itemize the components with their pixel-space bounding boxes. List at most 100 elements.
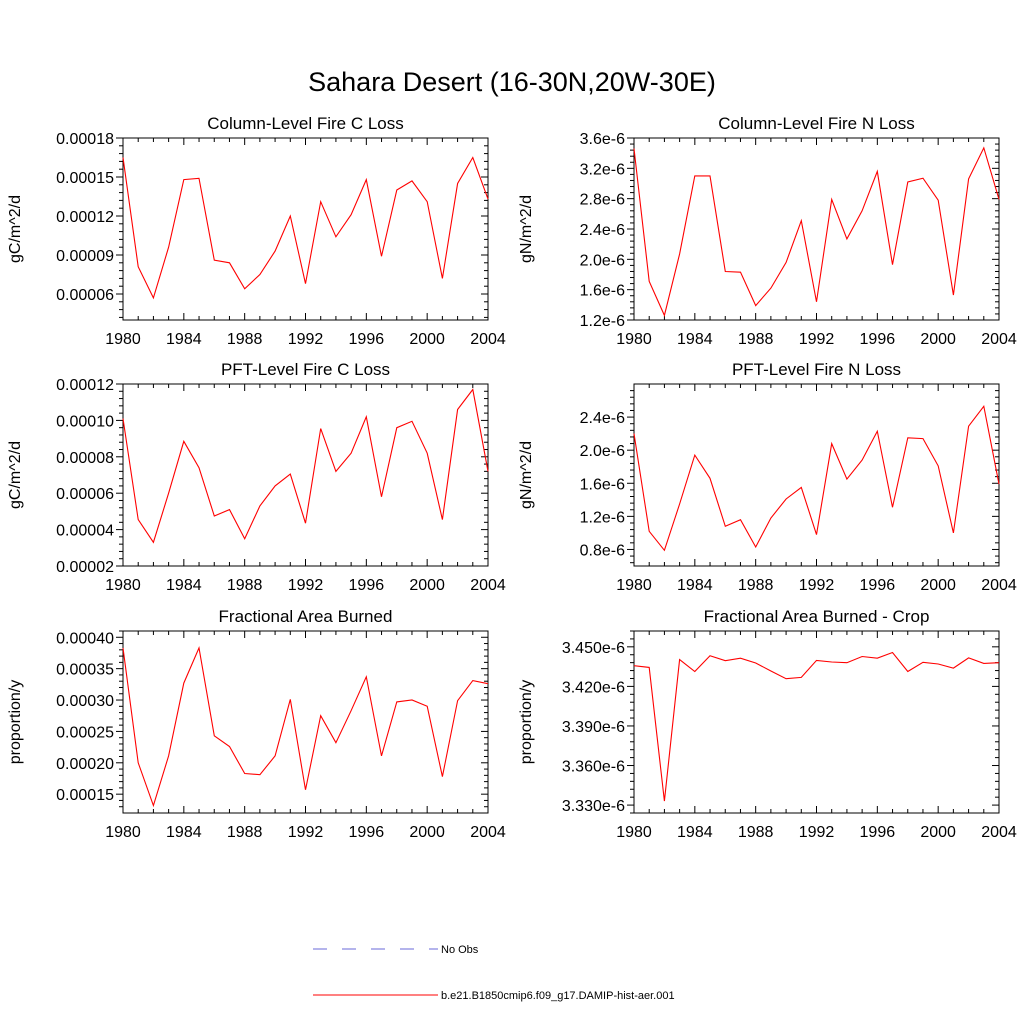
y-tick-label: 3.330e-6 <box>562 798 625 815</box>
x-tick-label: 1992 <box>288 331 324 348</box>
y-axis-label: gC/m^2/d <box>7 441 24 509</box>
y-tick-label: 0.00012 <box>56 209 114 226</box>
x-tick-label: 1992 <box>288 577 324 594</box>
chart-panel-6: 1980 1984 1988 1992 1996 2000 2004 3.330e-6 3.36… <box>518 607 1017 841</box>
x-tick-label: 1984 <box>677 577 713 594</box>
panel-title: PFT-Level Fire C Loss <box>221 360 390 379</box>
x-tick-label: 2000 <box>920 824 956 841</box>
y-tick-label: 1.2e-6 <box>580 313 625 330</box>
y-tick-label: 0.00030 <box>56 693 114 710</box>
x-tick-label: 2000 <box>409 331 445 348</box>
series-line <box>633 651 1000 802</box>
x-tick-label: 2000 <box>920 331 956 348</box>
y-tick-label: 0.00020 <box>56 756 114 773</box>
chart-panel-3: 1980 1984 1988 1992 1996 2000 2004 0.00002 0.000… <box>7 360 506 594</box>
y-axis-label: gC/m^2/d <box>7 195 24 263</box>
x-tick-label: 2004 <box>981 577 1017 594</box>
y-tick-label: 0.00004 <box>56 523 114 540</box>
y-tick-label: 3.390e-6 <box>562 719 625 736</box>
chart-panel-1: 1980 1984 1988 1992 1996 2000 2004 0.00006 0.000… <box>7 114 506 348</box>
y-tick-label: 2.0e-6 <box>580 443 625 460</box>
x-tick-label: 1980 <box>616 577 652 594</box>
chart-panels: 1980 1984 1988 1992 1996 2000 2004 0.00006 0.000… <box>7 114 1017 841</box>
x-tick-label: 1988 <box>738 577 774 594</box>
series-line <box>122 645 489 808</box>
y-tick-label: 0.00035 <box>56 662 114 679</box>
y-tick-label: 0.00006 <box>56 486 114 503</box>
legend-label-model-run: b.e21.B1850cmip6.f09_g17.DAMIP-hist-aer.… <box>441 990 675 1002</box>
x-tick-label: 1980 <box>105 577 141 594</box>
x-tick-label: 1996 <box>349 824 385 841</box>
plot-frame <box>633 630 1000 814</box>
y-tick-label: 3.2e-6 <box>580 161 625 178</box>
x-tick-label: 1984 <box>166 577 202 594</box>
y-tick-label: 0.00012 <box>56 377 114 394</box>
y-tick-label: 3.420e-6 <box>562 679 625 696</box>
x-tick-label: 2004 <box>981 824 1017 841</box>
chart-panel-4: 1980 1984 1988 1992 1996 2000 2004 0.8e-6 1.2e-6… <box>518 360 1017 594</box>
chart-panel-2: 1980 1984 1988 1992 1996 2000 2004 1.2e-6 1.6e-6… <box>518 114 1017 348</box>
panel-title: Column-Level Fire N Loss <box>718 114 915 133</box>
panel-title: PFT-Level Fire N Loss <box>732 360 901 379</box>
y-tick-label: 2.4e-6 <box>580 410 625 427</box>
y-tick-label: 2.0e-6 <box>580 252 625 269</box>
x-tick-label: 1996 <box>860 824 896 841</box>
x-tick-label: 1996 <box>860 331 896 348</box>
panel-title: Column-Level Fire C Loss <box>207 114 404 133</box>
x-tick-label: 1996 <box>860 577 896 594</box>
y-tick-label: 0.00002 <box>56 559 114 576</box>
legend: No Obs b.e21.B1850cmip6.f09_g17.DAMIP-hi… <box>313 944 675 1002</box>
plot-frame <box>122 630 489 814</box>
y-tick-label: 0.00018 <box>56 131 114 148</box>
x-tick-label: 1984 <box>166 331 202 348</box>
y-tick-label: 3.360e-6 <box>562 759 625 776</box>
y-tick-label: 2.4e-6 <box>580 222 625 239</box>
legend-label-no-obs: No Obs <box>441 944 479 956</box>
chart-panel-5: 1980 1984 1988 1992 1996 2000 2004 0.00015 0.000… <box>7 607 506 841</box>
y-tick-label: 0.00006 <box>56 287 114 304</box>
x-tick-label: 1992 <box>799 824 835 841</box>
y-tick-label: 1.6e-6 <box>580 476 625 493</box>
y-axis-label: proportion/y <box>7 680 24 765</box>
y-tick-label: 0.00015 <box>56 787 114 804</box>
plot-frame <box>633 137 1000 321</box>
x-tick-label: 2004 <box>470 824 506 841</box>
x-tick-label: 1984 <box>677 824 713 841</box>
figure-title: Sahara Desert (16-30N,20W-30E) <box>308 67 716 97</box>
x-tick-label: 1992 <box>288 824 324 841</box>
x-tick-label: 1980 <box>105 824 141 841</box>
y-tick-label: 0.00008 <box>56 450 114 467</box>
x-tick-label: 1996 <box>349 577 385 594</box>
y-tick-label: 0.8e-6 <box>580 542 625 559</box>
y-tick-label: 0.00009 <box>56 248 114 265</box>
x-tick-label: 1980 <box>105 331 141 348</box>
series-line <box>633 146 1000 318</box>
y-tick-label: 0.00040 <box>56 630 114 647</box>
x-tick-label: 1988 <box>227 331 263 348</box>
y-tick-label: 1.2e-6 <box>580 509 625 526</box>
panel-title: Fractional Area Burned <box>219 607 393 626</box>
x-tick-label: 1988 <box>738 331 774 348</box>
x-tick-label: 2004 <box>470 331 506 348</box>
x-tick-label: 1984 <box>677 331 713 348</box>
y-axis-label: gN/m^2/d <box>518 195 535 263</box>
y-axis-label: gN/m^2/d <box>518 441 535 509</box>
x-tick-label: 1980 <box>616 331 652 348</box>
series-line <box>122 388 489 544</box>
x-tick-label: 2000 <box>409 577 445 594</box>
y-tick-label: 0.00010 <box>56 413 114 430</box>
x-tick-label: 1992 <box>799 331 835 348</box>
y-axis-label: proportion/y <box>518 680 535 765</box>
y-tick-label: 0.00025 <box>56 724 114 741</box>
x-tick-label: 2004 <box>470 577 506 594</box>
y-tick-label: 1.6e-6 <box>580 283 625 300</box>
plot-frame <box>122 383 489 567</box>
x-tick-label: 1996 <box>349 331 385 348</box>
x-tick-label: 1988 <box>227 577 263 594</box>
x-tick-label: 1984 <box>166 824 202 841</box>
y-tick-label: 3.6e-6 <box>580 131 625 148</box>
y-tick-label: 3.450e-6 <box>562 640 625 657</box>
x-tick-label: 1988 <box>227 824 263 841</box>
panel-title: Fractional Area Burned - Crop <box>704 607 930 626</box>
